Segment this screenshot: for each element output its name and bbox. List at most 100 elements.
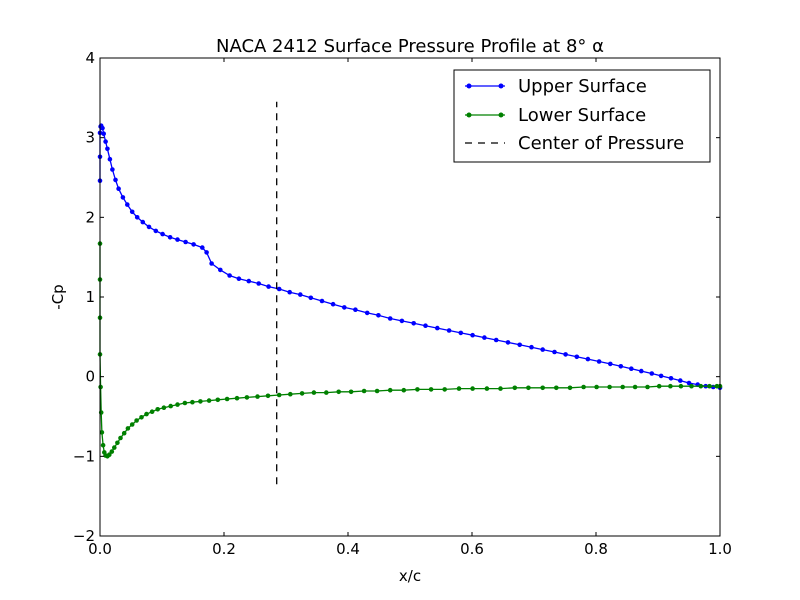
lower-surface-point (324, 390, 329, 395)
upper-surface-point (209, 261, 214, 266)
lower-surface-point (656, 383, 662, 389)
upper-surface-point (552, 349, 557, 355)
legend-box (453, 69, 711, 163)
y-tick-label: 3 (85, 129, 95, 147)
lower-surface-point (99, 430, 105, 435)
lower-surface-point (484, 386, 490, 391)
upper-surface-point (287, 289, 293, 295)
lower-surface-point (607, 384, 612, 390)
upper-surface-point (470, 332, 475, 338)
upper-surface-point (116, 186, 121, 191)
legend-lower-marker (498, 112, 504, 118)
upper-surface-point (319, 298, 325, 304)
upper-surface-point (563, 352, 568, 357)
lower-surface-point (255, 394, 260, 399)
upper-surface-point (153, 228, 159, 234)
lower-surface-point (98, 384, 103, 390)
upper-surface-point (411, 321, 417, 326)
upper-surface-line (99, 124, 721, 389)
chart-title: NACA 2412 Surface Pressure Profile at 8°… (216, 36, 604, 57)
upper-surface-point (608, 361, 613, 367)
upper-surface-point (246, 278, 252, 284)
upper-surface-point (629, 366, 634, 372)
lower-surface-point (645, 384, 650, 390)
lower-surface-point (265, 393, 271, 399)
upper-surface-point (167, 235, 173, 240)
lower-surface-point (415, 387, 420, 392)
lower-surface-point (456, 386, 462, 391)
lower-surface-point (198, 399, 203, 404)
lower-surface-point (107, 452, 112, 458)
lower-surface-point (594, 384, 599, 390)
upper-surface-point (596, 359, 602, 364)
upper-surface-point (218, 267, 223, 273)
upper-surface-point (134, 215, 140, 220)
lower-surface-point (336, 389, 342, 395)
lower-surface-point (109, 449, 115, 454)
upper-surface-point (649, 371, 655, 376)
x-tick-label: 1.0 (708, 540, 732, 558)
lower-surface-point (707, 383, 712, 389)
y-tick-label: 1 (85, 288, 95, 306)
upper-surface-point (276, 286, 282, 292)
lower-surface-point (689, 383, 694, 389)
upper-surface-point (227, 273, 232, 278)
upper-surface-point (330, 301, 336, 307)
upper-surface-point (446, 328, 452, 333)
lower-surface-point (224, 396, 230, 402)
x-axis-label: x/c (399, 567, 421, 585)
legend-lower-label: Lower Surface (518, 105, 646, 126)
lower-surface-point (668, 383, 673, 389)
upper-surface-point (105, 146, 110, 152)
upper-surface-point (200, 245, 205, 250)
legend-upper-label: Upper Surface (518, 76, 647, 97)
upper-surface-point (639, 368, 644, 374)
upper-surface-point (658, 373, 664, 379)
lower-surface-point (182, 400, 188, 406)
lower-surface-point (678, 383, 684, 389)
upper-surface-point (101, 131, 106, 136)
lower-surface-point (215, 397, 221, 403)
lower-surface-point (112, 445, 117, 450)
lower-surface-point (244, 395, 250, 400)
upper-surface-point (308, 295, 314, 301)
lower-surface-point (129, 422, 135, 427)
x-tick-label: 0.8 (584, 540, 608, 558)
lower-surface-point (155, 407, 160, 412)
lower-surface-point (387, 387, 393, 393)
upper-surface-point (517, 342, 522, 348)
upper-surface-point (387, 316, 393, 321)
lower-surface-point (442, 387, 448, 392)
upper-surface-point (482, 335, 487, 340)
upper-surface-point (458, 330, 464, 336)
lower-surface-point (311, 390, 317, 395)
upper-surface-point (100, 125, 105, 131)
lower-surface-point (139, 415, 144, 420)
upper-surface-point (129, 209, 135, 215)
upper-surface-point (110, 167, 115, 172)
upper-surface-point (125, 202, 130, 207)
upper-surface-point (505, 340, 511, 345)
lower-surface-point (632, 384, 638, 390)
upper-surface-point (618, 364, 624, 369)
upper-surface-point (585, 356, 591, 362)
x-tick-label: 0.2 (212, 540, 236, 558)
upper-surface-point (160, 231, 165, 237)
legend-upper-marker (498, 83, 504, 89)
lower-surface-point (498, 386, 503, 391)
plot-frame (99, 57, 721, 537)
upper-surface-point (120, 195, 126, 200)
lower-surface-point (206, 398, 212, 403)
legend-cop-label: Center of Pressure (518, 133, 684, 154)
lower-surface-point (540, 385, 545, 391)
y-tick-label: 0 (85, 368, 95, 386)
lower-surface-point (288, 391, 293, 397)
lower-surface-point (115, 440, 120, 446)
upper-surface-point (204, 250, 209, 255)
lower-surface-point (374, 388, 380, 394)
y-tick-label: 4 (85, 49, 95, 67)
upper-surface-point (191, 242, 196, 247)
lower-surface-point (526, 385, 531, 391)
